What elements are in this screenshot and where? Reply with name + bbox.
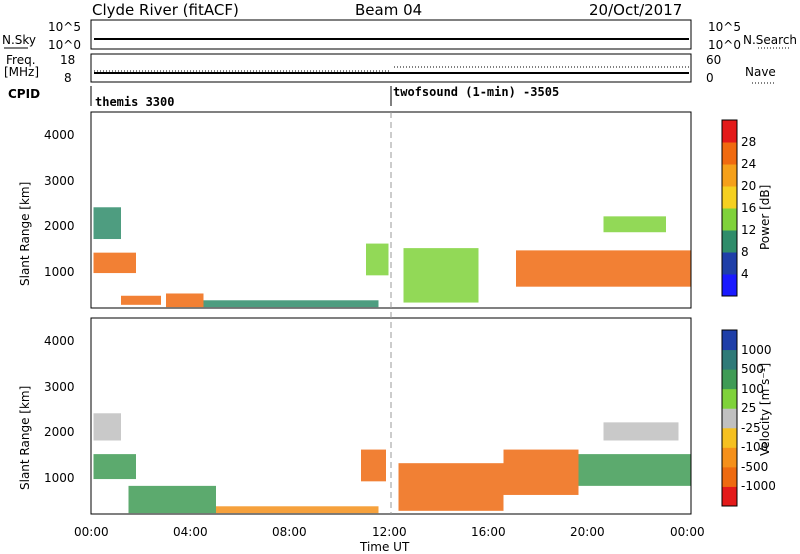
velocity-echo-region: [398, 463, 504, 511]
nsky-top-tick: 10^5: [48, 20, 81, 34]
power-colorbar-frame: [721, 119, 738, 297]
xtick-1: 04:00: [173, 525, 208, 539]
velocity-echo-region: [128, 485, 216, 514]
velocity-colorbar-tick: -100: [741, 440, 769, 455]
beam-label: Beam 04: [355, 1, 423, 19]
velocity-colorbar-tick: 100: [741, 381, 764, 396]
xlabel: Time UT: [360, 540, 410, 554]
v-ytick-3000: 3000: [44, 380, 75, 394]
nave-bottom-tick: 0: [706, 71, 714, 85]
v-ytick-2000: 2000: [44, 425, 75, 439]
freq-top-tick: 18: [60, 53, 76, 67]
freq-bottom-tick: 8: [64, 71, 72, 85]
xtick-4: 16:00: [471, 525, 506, 539]
velocity-echo-region: [93, 413, 121, 441]
velocity-colorbar-swatch: [722, 466, 737, 487]
freq-label: Freq.: [6, 53, 36, 67]
power-colorbar-swatch: [722, 120, 737, 143]
power-colorbar-tick: 4: [741, 267, 749, 281]
freq-unit: [MHz]: [4, 65, 40, 79]
power-colorbar-tick: 28: [741, 135, 757, 149]
xtick-6: 00:00: [670, 525, 705, 539]
nsky-label: N.Sky: [2, 33, 37, 47]
velocity-heatmap: [93, 413, 691, 514]
power-echo-region: [403, 248, 479, 303]
nave-label: Nave: [745, 65, 776, 79]
power-colorbar-tick: 12: [741, 223, 757, 237]
velocity-colorbar-swatch: [722, 369, 737, 390]
velocity-colorbar-tick: 25: [741, 401, 757, 416]
v-ytick-4000: 4000: [44, 334, 75, 348]
velocity-colorbar-swatch: [722, 330, 737, 351]
xtick-5: 20:00: [570, 525, 605, 539]
p-ytick-1000: 1000: [44, 265, 75, 279]
velocity-colorbar-frame: [721, 329, 738, 507]
date-label: 20/Oct/2017: [589, 1, 683, 19]
velocity-colorbar-swatch: [722, 486, 737, 507]
power-echo-region: [516, 250, 691, 287]
power-colorbar-tick: 16: [741, 201, 757, 215]
power-echo-region: [203, 300, 379, 308]
velocity-echo-region: [603, 422, 679, 441]
power-colorbar-swatch: [722, 252, 737, 275]
velocity-echo-region: [93, 454, 136, 480]
power-echo-region: [93, 207, 121, 240]
cpid-2: twofsound (1-min) -3505: [393, 85, 560, 99]
nave-top-tick: 60: [706, 53, 722, 67]
xtick-3: 12:00: [372, 525, 407, 539]
p-ytick-4000: 4000: [44, 128, 75, 142]
velocity-echo-region: [361, 449, 386, 482]
velocity-colorbar-swatch: [722, 388, 737, 409]
velocity-colorbar-tick: 500: [741, 362, 764, 377]
xtick-0: 00:00: [74, 525, 109, 539]
p-ytick-3000: 3000: [44, 174, 75, 188]
power-colorbar-tick: 20: [741, 179, 757, 193]
velocity-colorbar-swatch: [722, 408, 737, 429]
velocity-colorbar-swatch: [722, 427, 737, 448]
velocity-echo-region: [503, 449, 579, 495]
xtick-2: 08:00: [272, 525, 307, 539]
velocity-echo-region: [216, 506, 379, 514]
velocity-colorbar-swatch: [722, 447, 737, 468]
p-ytick-2000: 2000: [44, 219, 75, 233]
power-echo-region: [121, 295, 161, 305]
velocity-colorbar-swatch: [722, 349, 737, 370]
cpid-label: CPID: [8, 87, 41, 101]
power-echo-region: [603, 216, 666, 233]
power-colorbar-swatch: [722, 274, 737, 297]
power-colorbar-swatch: [722, 164, 737, 187]
v-ytick-1000: 1000: [44, 471, 75, 485]
station-title: Clyde River (fitACF): [92, 1, 239, 19]
colorbars: [721, 119, 738, 507]
nsky-bottom-tick: 10^0: [48, 38, 81, 52]
power-colorbar-tick: 8: [741, 245, 749, 259]
power-colorbar-swatch: [722, 186, 737, 209]
power-colorbar-swatch: [722, 142, 737, 165]
velocity-colorbar-tick: -25: [741, 420, 761, 435]
velocity-echo-region: [578, 454, 691, 486]
velocity-colorbar-tick: 1000: [741, 342, 772, 357]
nsearch-top-tick: 10^5: [708, 20, 741, 34]
cpid-1: themis 3300: [95, 95, 175, 109]
velocity-colorbar-tick: -500: [741, 459, 769, 474]
power-echo-region: [93, 252, 136, 274]
nsky-panel-frame: [90, 19, 692, 50]
nsearch-label: N.Search: [743, 33, 798, 47]
power-colorbar-swatch: [722, 230, 737, 253]
power-colorbar-tick: 24: [741, 157, 757, 171]
velocity-colorbar-tick: -1000: [741, 479, 776, 494]
nsearch-bottom-tick: 10^0: [708, 38, 741, 52]
power-heatmap: [93, 207, 691, 308]
power-echo-region: [166, 293, 204, 308]
freq-panel-frame: [90, 53, 692, 83]
power-echo-region: [366, 243, 389, 276]
power-colorbar-swatch: [722, 208, 737, 231]
